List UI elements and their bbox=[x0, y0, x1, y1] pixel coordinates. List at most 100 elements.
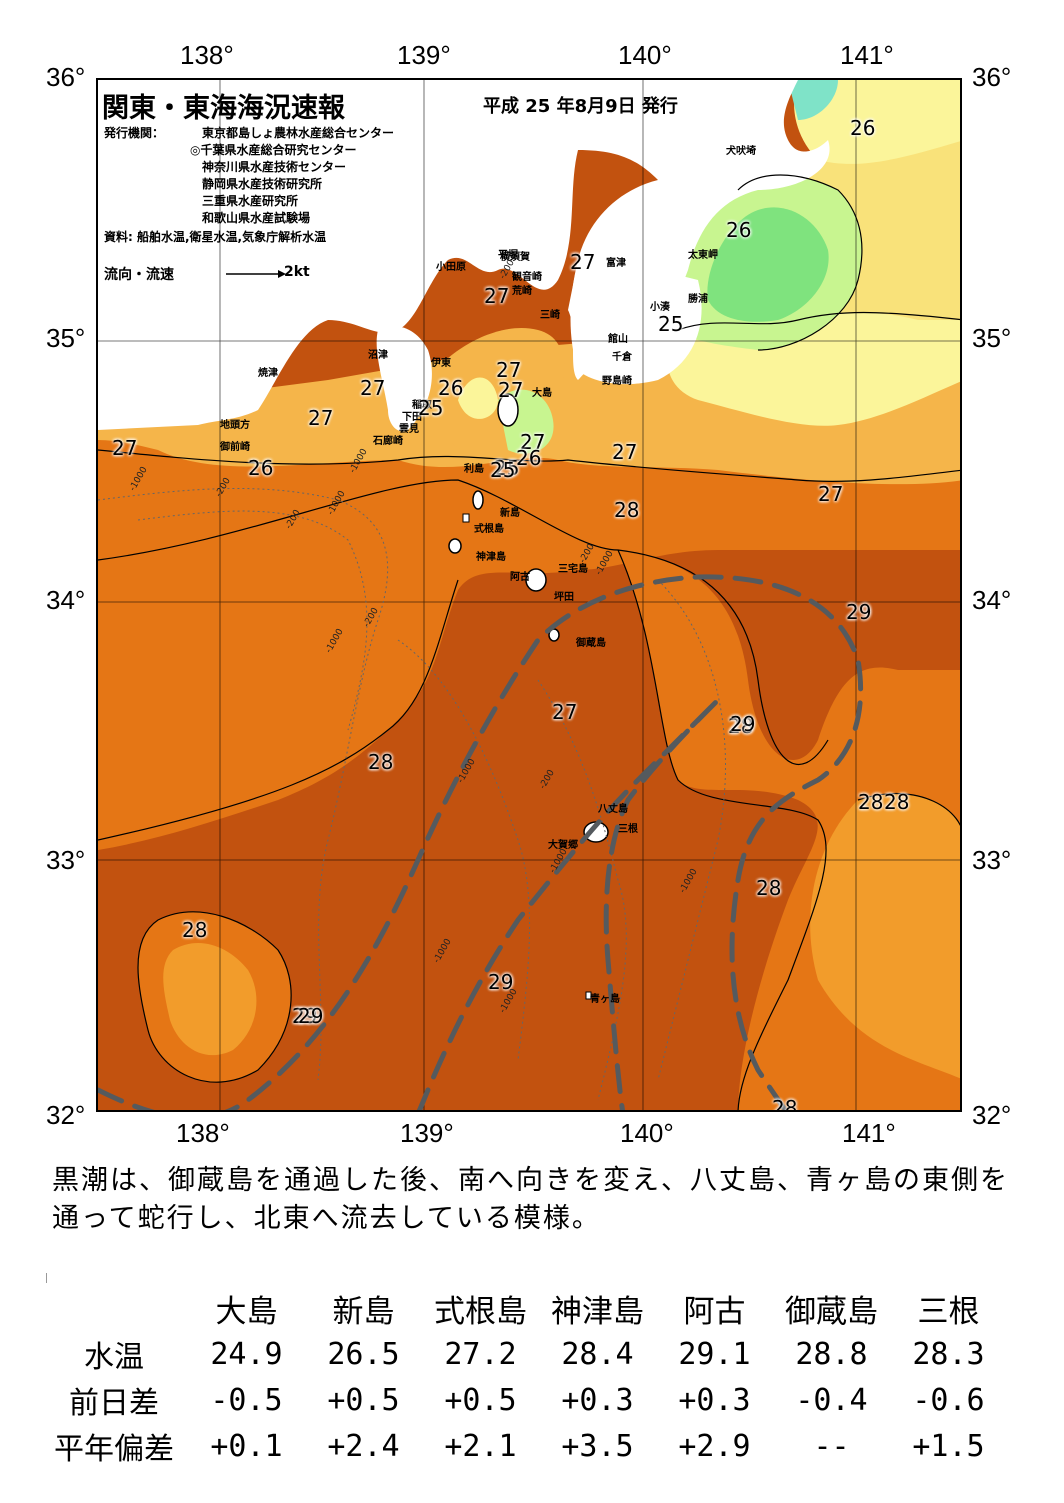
issuer-label: 発行機関： bbox=[104, 126, 165, 140]
place-name: 野島崎 bbox=[602, 376, 632, 387]
place-name: 阿古 bbox=[510, 572, 530, 583]
island-oshima bbox=[497, 393, 519, 427]
place-name: 大賀郷 bbox=[548, 840, 578, 851]
cell: 29.1 bbox=[678, 1336, 751, 1372]
isotherm-label: 29 bbox=[846, 600, 872, 624]
island-shikinejima bbox=[462, 513, 470, 523]
cell: 24.9 bbox=[210, 1336, 283, 1372]
isotherm-label: 28 bbox=[614, 498, 640, 522]
isotherm-label: 27 bbox=[360, 376, 386, 400]
place-name: 観音崎 bbox=[512, 272, 542, 283]
lat-tick-34-left: 34° bbox=[46, 585, 86, 615]
isotherm-label: 28 bbox=[756, 876, 782, 900]
place-name: 三宅島 bbox=[558, 564, 588, 575]
cell: +0.1 bbox=[210, 1428, 283, 1464]
place-name: 犬吠埼 bbox=[726, 146, 756, 157]
land-boso-peninsula bbox=[570, 260, 702, 385]
sst-zone-izu-yellow bbox=[458, 377, 498, 419]
isotherm-label: 26 bbox=[438, 376, 464, 400]
margin-mark bbox=[46, 1273, 47, 1283]
cell: +2.4 bbox=[327, 1428, 400, 1464]
island-aogashima bbox=[585, 991, 592, 1000]
cell: +0.5 bbox=[444, 1382, 517, 1418]
col-mitsune: 三根 bbox=[917, 1293, 980, 1330]
lat-tick-32-right: 32° bbox=[972, 1100, 1012, 1130]
table-corner bbox=[40, 1285, 188, 1331]
isotherm-label: 29 bbox=[292, 1004, 318, 1028]
isotherm-label: 28 bbox=[182, 918, 208, 942]
lat-tick-36-right: 36° bbox=[972, 62, 1012, 92]
place-name: 三崎 bbox=[540, 310, 560, 321]
isotherm-label: 26 bbox=[726, 218, 752, 242]
isotherm-label: 25 bbox=[418, 396, 444, 420]
place-name: 三根 bbox=[618, 824, 638, 835]
sst-zone-28-light-east bbox=[810, 793, 960, 1079]
isotherm-label: 26 bbox=[516, 446, 542, 470]
issue-date: 平成 25 年8月9日 発行 bbox=[483, 96, 678, 117]
cell: +0.5 bbox=[327, 1382, 400, 1418]
sst-zone-23 bbox=[707, 207, 829, 322]
cell: +2.9 bbox=[678, 1428, 751, 1464]
col-kozushima: 神津島 bbox=[551, 1293, 644, 1330]
cell: 26.5 bbox=[327, 1336, 400, 1372]
issuer-1: 東京都島しょ農林水産総合センター bbox=[202, 126, 395, 140]
isotherm-label: 27 bbox=[498, 378, 524, 402]
cell: +0.3 bbox=[561, 1382, 634, 1418]
lon-tick-141-bottom: 141° bbox=[842, 1118, 896, 1148]
place-name: 坪田 bbox=[554, 592, 574, 603]
place-name: 小田原 bbox=[436, 262, 466, 273]
lon-tick-141: 141° bbox=[840, 40, 894, 70]
place-name: 伊東 bbox=[431, 358, 451, 369]
isotherm-label: 25 bbox=[490, 458, 516, 482]
place-name: 青ヶ島 bbox=[590, 994, 620, 1005]
col-oshima: 大島 bbox=[215, 1293, 278, 1330]
table-row: 水温 24.9 26.5 27.2 28.4 29.1 28.8 28.3 bbox=[40, 1331, 1007, 1377]
cell: 28.3 bbox=[912, 1336, 985, 1372]
place-name: 地頭方 bbox=[220, 420, 250, 431]
isotherm-label: 27 bbox=[818, 482, 844, 506]
issuer-3: 神奈川県水産技術センター bbox=[202, 160, 347, 174]
cell: +3.5 bbox=[561, 1428, 634, 1464]
place-name: 沼津 bbox=[368, 350, 388, 361]
isotherm-label: 28 bbox=[728, 714, 754, 738]
cell: +0.3 bbox=[678, 1382, 751, 1418]
lon-tick-139-bottom: 139° bbox=[400, 1118, 454, 1148]
isotherm-label: 27 bbox=[612, 440, 638, 464]
place-name: 雲見 bbox=[399, 424, 419, 435]
sst-zone-28-southwest-core bbox=[163, 942, 257, 1056]
cell: -0.4 bbox=[795, 1382, 868, 1418]
place-name: 焼津 bbox=[258, 368, 278, 379]
row-label-water-temp: 水温 bbox=[84, 1340, 144, 1375]
current-scale-arrow bbox=[226, 270, 286, 278]
row-label-anomaly: 平年偏差 bbox=[54, 1432, 174, 1467]
isotherm-label: 26 bbox=[850, 116, 876, 140]
issuer-5: 三重県水産研究所 bbox=[202, 194, 299, 208]
place-name: 千倉 bbox=[612, 352, 632, 363]
isotherm-label: 27 bbox=[570, 250, 596, 274]
land-honshu bbox=[98, 80, 830, 430]
row-label-day-diff: 前日差 bbox=[69, 1386, 159, 1421]
lon-tick-138-bottom: 138° bbox=[176, 1118, 230, 1148]
sst-zone-28-north bbox=[98, 410, 960, 850]
cell: +2.1 bbox=[444, 1428, 517, 1464]
place-name: 利島 bbox=[464, 464, 484, 475]
lat-tick-33-right: 33° bbox=[972, 845, 1012, 875]
kuroshio-description: 黒潮は、御蔵島を通過した後、南へ向きを変え、八丈島、青ヶ島の東側を通って蛇行し、… bbox=[52, 1165, 1009, 1234]
lat-tick-35-left: 35° bbox=[46, 323, 86, 353]
isotherm-label: 28 bbox=[884, 790, 910, 814]
sst-zone-ne-cyan bbox=[788, 80, 838, 120]
isotherms bbox=[98, 174, 960, 1110]
sst-zone-ne-yellow bbox=[794, 80, 960, 164]
lat-tick-36-left: 36° bbox=[46, 62, 86, 92]
issuer-4: 静岡県水産技術研究所 bbox=[202, 177, 323, 191]
isotherm-label: 28 bbox=[772, 1096, 798, 1112]
isotherm-label: 27 bbox=[112, 436, 138, 460]
col-niijima: 新島 bbox=[332, 1293, 395, 1330]
lon-tick-140: 140° bbox=[618, 40, 672, 70]
island-kozushima bbox=[448, 538, 462, 554]
isotherm-label: 29 bbox=[298, 1004, 324, 1028]
cell: -- bbox=[813, 1428, 850, 1464]
lon-tick-140-bottom: 140° bbox=[620, 1118, 674, 1148]
cell: -0.5 bbox=[210, 1382, 283, 1418]
place-name: 八丈島 bbox=[598, 804, 628, 815]
